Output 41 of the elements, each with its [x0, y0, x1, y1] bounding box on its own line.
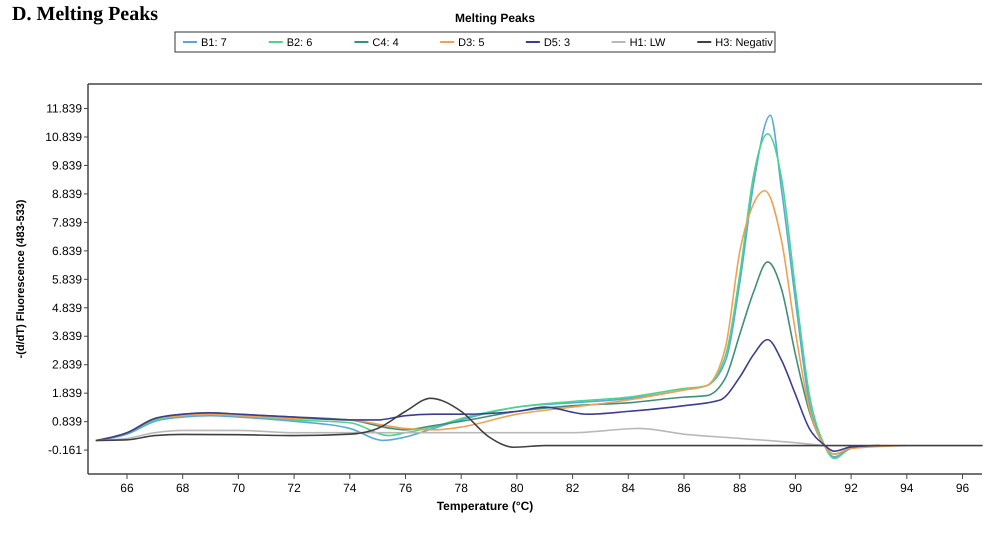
- x-axis-title: Temperature (°C): [436, 499, 534, 513]
- x-tick-label: 74: [343, 481, 357, 495]
- y-tick-label: 7.839: [52, 215, 82, 230]
- x-tick-label: 92: [844, 481, 858, 495]
- line-series: [96, 397, 983, 448]
- legend-label: D5: 3: [544, 37, 570, 49]
- y-tick-label: 6.839: [52, 244, 82, 258]
- y-tick-label: 2.839: [52, 358, 82, 372]
- x-tick-label: 80: [510, 481, 524, 495]
- legend-label: C4: 4: [372, 37, 399, 49]
- x-tick-label: 82: [566, 481, 580, 495]
- text: D. Melting Peaks: [12, 3, 158, 25]
- y-tick-label: 1.839: [52, 386, 82, 400]
- chart-title: Melting Peaks: [454, 11, 536, 25]
- y-tick-label: 9.839: [52, 158, 82, 172]
- legend-label: B1: 7: [201, 37, 227, 49]
- x-tick-label: 86: [677, 481, 691, 495]
- y-tick-label: 0.839: [52, 414, 82, 429]
- x-tick-label: 76: [398, 481, 412, 495]
- x-tick-label: 90: [788, 481, 802, 495]
- y-tick-label: 4.839: [52, 300, 82, 315]
- x-tick-label: 66: [120, 481, 134, 495]
- y-tick-label: -0.161: [48, 443, 82, 458]
- y-tick-label: 11.839: [46, 102, 82, 116]
- legend-label: H1: LW: [630, 37, 666, 49]
- y-tick-label: 5.839: [52, 272, 82, 286]
- legend-label: B2: 6: [286, 37, 312, 49]
- y-axis-title: -(d/dT) Fluorescence (483-533): [15, 199, 27, 358]
- y-tick-label: 8.839: [52, 186, 82, 201]
- y-tick-label: 10.839: [45, 130, 82, 144]
- x-tick-label: 96: [956, 481, 970, 495]
- y-tick-label: 3.839: [52, 329, 82, 344]
- x-tick-label: 78: [454, 481, 468, 495]
- x-tick-label: 84: [622, 481, 636, 495]
- legend-label: D3: 5: [458, 37, 484, 49]
- x-tick-label: 68: [176, 481, 190, 495]
- x-tick-label: 72: [287, 481, 302, 495]
- x-tick-label: 70: [232, 481, 246, 495]
- x-tick-label: 88: [733, 481, 747, 495]
- legend-label: H3: Negativ: [715, 37, 774, 49]
- x-tick-label: 94: [900, 481, 914, 495]
